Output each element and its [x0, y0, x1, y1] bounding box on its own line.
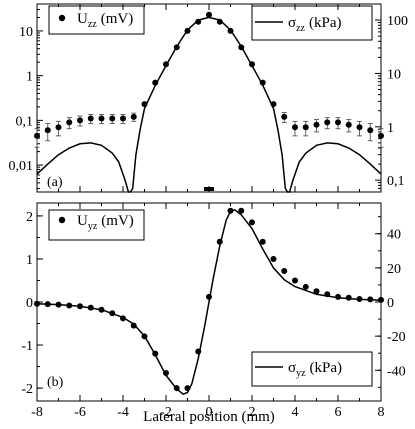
data-point-a	[120, 115, 126, 122]
x-tick-label: 4	[292, 405, 299, 420]
data-point-b	[130, 322, 137, 329]
panel-a-label: (a)	[47, 175, 63, 190]
legend-a-left-sub: zz	[88, 19, 97, 30]
y-left-tick-label: 0	[26, 296, 33, 311]
x-axis-title: Lateral position (mm)	[143, 409, 275, 425]
svg-text:σzz(kPa): σzz (kPa)	[288, 15, 341, 34]
data-point-b	[249, 219, 255, 226]
y-right-tick-label: -40	[387, 364, 406, 379]
legend-b-right: σyz (kPa)	[251, 351, 373, 387]
data-point-a	[87, 115, 94, 122]
y-right-tick-label: 20	[387, 262, 401, 277]
svg-text:Uzz(mV): Uzz (mV)	[77, 11, 133, 30]
y-right-tick-label: 0,1	[387, 174, 405, 189]
data-point-a	[109, 115, 116, 122]
x-tick-label: -6	[74, 405, 86, 420]
data-point-a	[335, 119, 341, 126]
legend-b-right-main: σ	[288, 360, 296, 376]
legend-a-right-main: σ	[288, 15, 296, 31]
legend-b-left-main: U	[77, 213, 88, 229]
data-point-a	[324, 119, 331, 126]
x-tick-label: 0	[206, 405, 213, 420]
data-point-a	[367, 127, 374, 134]
data-point-a	[34, 132, 40, 139]
legend-a-right-sub: zz	[296, 23, 305, 34]
legend-marker-dot	[58, 14, 66, 22]
legend-b-left: Uyz (mV)	[48, 209, 145, 241]
data-point-b	[259, 238, 266, 245]
data-point-a	[302, 124, 309, 131]
data-point-a	[66, 119, 73, 126]
data-point-a	[98, 115, 105, 122]
legend-b-right-unit: (kPa)	[310, 360, 343, 376]
data-point-b	[292, 277, 298, 284]
legend-a-left-main: U	[77, 11, 88, 27]
data-point-a	[77, 117, 83, 124]
legend-b-left-unit: (mV)	[101, 213, 134, 229]
y-right-tick-label: 40	[387, 228, 401, 243]
data-point-b	[238, 207, 245, 214]
data-point-b	[281, 268, 288, 275]
svg-text:Uyz(mV): Uyz (mV)	[77, 213, 134, 232]
data-point-b	[313, 288, 320, 295]
data-point-a	[44, 127, 51, 134]
data-point-a	[130, 113, 137, 120]
legend-a-right-unit: (kPa)	[309, 15, 342, 31]
data-point-b	[302, 283, 309, 290]
x-tick-label: -2	[160, 405, 172, 420]
data-point-a	[356, 124, 363, 131]
y-left-tick-label: 1	[26, 70, 33, 85]
legend-a-right: σzz (kPa)	[251, 5, 373, 41]
data-point-b	[270, 255, 277, 262]
svg-text:σyz(kPa): σyz (kPa)	[288, 360, 342, 379]
panel-b-label: (b)	[47, 375, 64, 390]
legend-a-left-unit: (mV)	[101, 11, 134, 27]
x-tick-label: 6	[335, 405, 342, 420]
y-left-tick-label: -2	[21, 382, 33, 397]
series-line-b	[36, 208, 382, 396]
y-right-tick-label: 100	[387, 14, 408, 29]
x-tick-label: 8	[378, 405, 385, 420]
data-point-a	[313, 121, 320, 128]
y-left-tick-label: 2	[26, 210, 33, 225]
legend-marker-dot	[58, 216, 66, 224]
x-tick-label: -4	[117, 405, 129, 420]
data-point-a	[345, 121, 352, 128]
y-right-tick-label: 0	[387, 296, 394, 311]
x-tick-label: -8	[31, 405, 43, 420]
y-left-tick-label: 0,1	[16, 114, 34, 129]
legend-b-right-sub: yz	[296, 368, 306, 379]
x-tick-label: 2	[249, 405, 256, 420]
y-left-tick-label: 1	[26, 253, 33, 268]
data-point-a	[281, 113, 288, 120]
y-left-tick-label: 0,01	[9, 159, 34, 174]
y-right-tick-label: 1	[387, 121, 394, 136]
data-point-a	[206, 11, 212, 18]
y-right-tick-label: -20	[387, 330, 406, 345]
data-point-a	[292, 124, 298, 131]
data-point-a	[55, 124, 62, 131]
y-left-tick-label: -1	[21, 339, 33, 354]
data-point-a	[378, 132, 384, 139]
legend-b-left-sub: yz	[88, 221, 98, 232]
series-line-a	[36, 16, 382, 193]
legend-a-left: Uzz (mV)	[48, 5, 145, 35]
y-left-tick-label: 10	[19, 25, 33, 40]
y-right-tick-label: 10	[387, 67, 401, 82]
